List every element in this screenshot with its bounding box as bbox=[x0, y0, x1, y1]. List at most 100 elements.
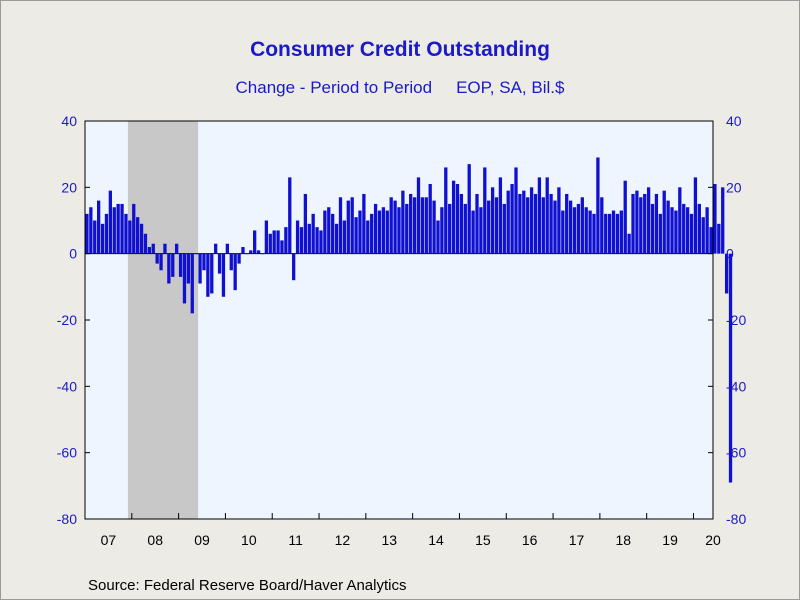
bar bbox=[237, 253, 241, 264]
bar bbox=[553, 200, 557, 254]
bar bbox=[182, 253, 187, 304]
bar bbox=[85, 213, 89, 254]
bar bbox=[510, 184, 514, 254]
y-tick-label-left: -60 bbox=[57, 445, 77, 461]
bar bbox=[498, 177, 503, 254]
bar bbox=[327, 207, 331, 254]
bar bbox=[568, 200, 573, 254]
subtitle-left: Change - Period to Period bbox=[235, 78, 433, 97]
bar bbox=[260, 253, 265, 255]
bar bbox=[178, 253, 183, 277]
bar bbox=[506, 190, 510, 254]
bar bbox=[654, 193, 659, 254]
bar bbox=[370, 213, 374, 254]
bar bbox=[424, 197, 428, 254]
bar bbox=[159, 253, 163, 271]
bar bbox=[136, 217, 140, 254]
y-tick-label-left: 20 bbox=[61, 179, 77, 195]
y-tick-label-right: 0 bbox=[726, 246, 734, 262]
bar bbox=[171, 253, 175, 277]
bar bbox=[147, 247, 152, 254]
bar bbox=[623, 180, 627, 254]
bar bbox=[93, 220, 97, 254]
bar bbox=[475, 193, 479, 254]
bar bbox=[354, 217, 358, 254]
bar bbox=[483, 167, 487, 254]
bar bbox=[373, 203, 378, 254]
bar bbox=[389, 197, 393, 254]
bar bbox=[292, 253, 296, 281]
bar bbox=[350, 197, 354, 254]
bar bbox=[650, 203, 655, 254]
bar bbox=[202, 253, 206, 271]
bar bbox=[537, 177, 542, 254]
x-tick-label: 13 bbox=[381, 532, 397, 548]
bar bbox=[295, 220, 300, 254]
bar bbox=[565, 193, 569, 254]
bar bbox=[132, 203, 136, 254]
bar bbox=[514, 167, 518, 254]
bar bbox=[253, 230, 257, 254]
bar bbox=[682, 203, 686, 254]
bar bbox=[338, 197, 343, 254]
bar bbox=[412, 197, 417, 254]
bar bbox=[701, 217, 705, 254]
bar bbox=[674, 210, 678, 254]
bar bbox=[284, 227, 288, 254]
bar bbox=[580, 197, 584, 254]
x-tick-label: 20 bbox=[705, 532, 721, 548]
y-tick-label-left: -40 bbox=[57, 378, 77, 394]
bar bbox=[592, 213, 596, 254]
bar bbox=[311, 213, 315, 254]
bar bbox=[405, 203, 409, 254]
bar bbox=[299, 227, 304, 254]
bar bbox=[588, 210, 592, 254]
bar bbox=[256, 250, 261, 254]
bar bbox=[120, 203, 124, 254]
bar bbox=[108, 190, 113, 254]
y-tick-label-left: 40 bbox=[61, 113, 77, 129]
bar bbox=[198, 253, 202, 284]
bar bbox=[658, 213, 662, 254]
bar bbox=[487, 200, 491, 254]
bar bbox=[444, 167, 448, 254]
bar bbox=[225, 243, 230, 254]
bar bbox=[529, 187, 534, 254]
x-tick-label: 10 bbox=[241, 532, 257, 548]
bar bbox=[128, 220, 132, 254]
bar bbox=[307, 223, 311, 254]
bar bbox=[494, 197, 499, 254]
y-tick-label-right: -20 bbox=[726, 312, 746, 328]
x-tick-label: 07 bbox=[101, 532, 117, 548]
bar bbox=[724, 253, 729, 294]
y-tick-label-right: 40 bbox=[726, 113, 742, 129]
bar bbox=[713, 184, 717, 254]
bar bbox=[315, 227, 319, 254]
y-tick-label-left: 0 bbox=[69, 246, 77, 262]
bar bbox=[245, 253, 249, 255]
bar bbox=[721, 187, 725, 254]
bar bbox=[272, 230, 276, 254]
bar bbox=[151, 243, 155, 254]
bar bbox=[112, 207, 116, 254]
bar bbox=[221, 253, 226, 297]
bar bbox=[401, 190, 405, 254]
bar bbox=[420, 197, 425, 254]
bar bbox=[717, 223, 721, 254]
bar bbox=[607, 213, 612, 254]
bar bbox=[323, 210, 327, 254]
bar bbox=[276, 230, 280, 254]
x-tick-label: 12 bbox=[335, 532, 351, 548]
bar bbox=[697, 203, 701, 254]
bar bbox=[319, 230, 323, 254]
y-tick-label-left: -80 bbox=[57, 511, 77, 527]
bar bbox=[155, 253, 159, 264]
bar bbox=[561, 210, 565, 254]
bar bbox=[526, 197, 530, 254]
bar bbox=[459, 193, 464, 254]
bar bbox=[471, 210, 475, 254]
bar bbox=[358, 210, 362, 254]
bar bbox=[206, 253, 210, 297]
bar bbox=[678, 187, 682, 254]
